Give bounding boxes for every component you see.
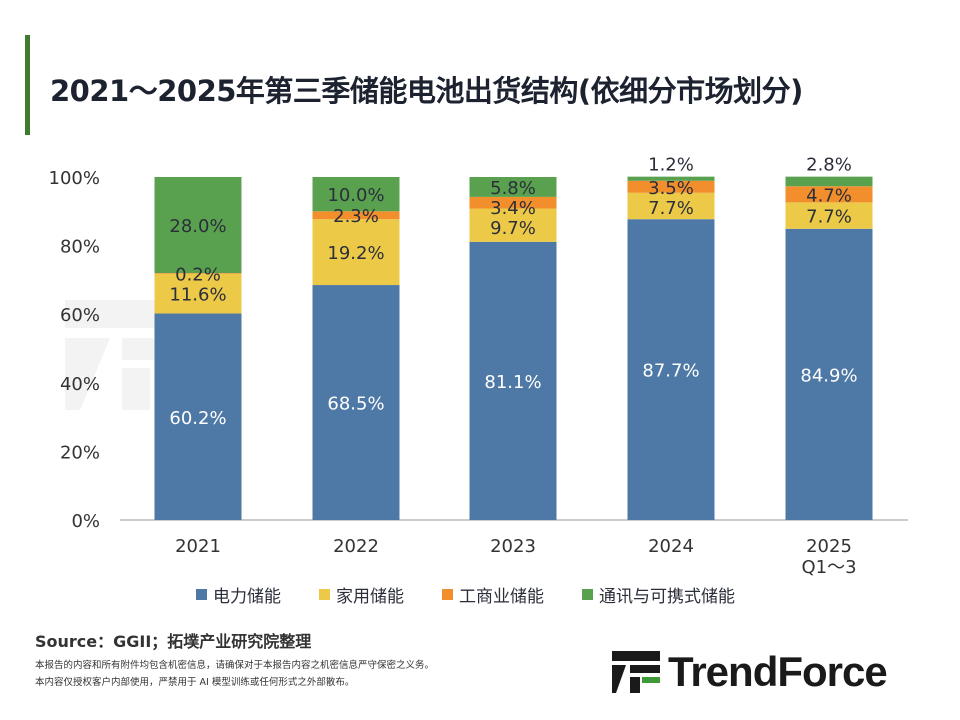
page-title: 2021～2025年第三季储能电池出货结构(依细分市场划分) — [50, 74, 803, 108]
legend-item: 电力储能 — [196, 582, 281, 607]
data-label: 81.1% — [484, 372, 541, 393]
legend-item: 工商业储能 — [442, 582, 544, 607]
data-label: 3.5% — [648, 178, 694, 199]
y-tick-label: 40% — [60, 374, 100, 395]
logo-text: TrendForce — [668, 648, 888, 695]
title-accent-bar — [25, 35, 30, 135]
confidential-note-2: 本内容仅授权客户内部使用，严禁用于 AI 模型训练或任何形式之外部散布。 — [35, 677, 355, 688]
confidential-note-1: 本报告的内容和所有附件均包含机密信息，请确保对于本报告内容之机密信息严守保密之义… — [35, 660, 435, 671]
bar-segment — [154, 313, 242, 520]
bar-segment — [627, 180, 715, 193]
legend-item: 家用储能 — [319, 582, 404, 607]
bar-segment — [154, 177, 242, 274]
bar-segment — [469, 177, 557, 197]
y-tick-label: 80% — [60, 237, 100, 258]
bar-segment — [469, 208, 557, 242]
legend-label: 电力储能 — [213, 587, 281, 607]
bar-segment — [785, 186, 873, 203]
data-label: 2.8% — [806, 155, 852, 176]
data-label: 4.7% — [806, 185, 852, 206]
data-label: 7.7% — [648, 198, 694, 219]
legend-label: 工商业储能 — [459, 587, 544, 607]
bar-segment — [469, 196, 557, 209]
bar-segment — [469, 241, 557, 520]
bar-segment — [312, 285, 400, 520]
legend-swatch — [442, 589, 453, 600]
x-tick-label: 2022 — [333, 536, 379, 557]
legend-swatch — [319, 589, 330, 600]
stacked-bar-chart: 0% 20% 40% 60% 80% 100% 2021 2022 2023 2024 2025Q1… — [49, 155, 908, 578]
data-label: 0.2% — [175, 264, 221, 285]
data-label: 19.2% — [327, 243, 384, 264]
legend: 电力储能 家用储能 工商业储能 通讯与可携式储能 — [196, 582, 735, 607]
data-label: 5.8% — [490, 178, 536, 199]
data-label: 2.3% — [333, 206, 379, 227]
x-tick-label: 2025 — [806, 536, 852, 557]
bar-segment — [312, 219, 400, 286]
trendforce-logo-icon — [612, 651, 660, 693]
x-tick-label: 2024 — [648, 536, 694, 557]
y-tick-label: 100% — [49, 168, 100, 189]
bar-segment — [627, 219, 715, 520]
data-label: 3.4% — [490, 198, 536, 219]
y-tick-label: 60% — [60, 305, 100, 326]
x-tick-label: Q1～3 — [801, 557, 856, 578]
legend-item: 通讯与可携式储能 — [582, 582, 735, 607]
y-tick-label: 0% — [71, 511, 100, 532]
bar-segment — [154, 273, 242, 274]
bar-segment — [627, 176, 715, 181]
data-label: 28.0% — [169, 216, 226, 237]
data-label: 10.0% — [327, 185, 384, 206]
x-tick-label: 2021 — [175, 536, 221, 557]
legend-label: 家用储能 — [336, 587, 404, 607]
source-text: Source：GGII；拓墣产业研究院整理 — [35, 632, 312, 651]
x-tick-label: 2023 — [490, 536, 536, 557]
bar-segment — [312, 177, 400, 212]
legend-swatch — [582, 589, 593, 600]
bar-segment — [785, 228, 873, 520]
legend-swatch — [196, 589, 207, 600]
bar-segment — [312, 211, 400, 220]
y-tick-label: 20% — [60, 442, 100, 463]
bar-segment — [154, 273, 242, 314]
data-label: 84.9% — [800, 365, 857, 386]
bar-segment — [627, 192, 715, 220]
bar-segment — [785, 176, 873, 187]
data-label: 7.7% — [806, 207, 852, 228]
legend-label: 通讯与可携式储能 — [599, 587, 735, 607]
bar-segment — [785, 202, 873, 229]
data-label: 9.7% — [490, 218, 536, 239]
data-label: 68.5% — [327, 394, 384, 415]
data-label: 1.2% — [648, 155, 694, 176]
data-label: 60.2% — [169, 408, 226, 429]
data-label: 87.7% — [642, 361, 699, 382]
trendforce-logo: TrendForce — [612, 648, 888, 696]
data-label: 11.6% — [169, 285, 226, 306]
